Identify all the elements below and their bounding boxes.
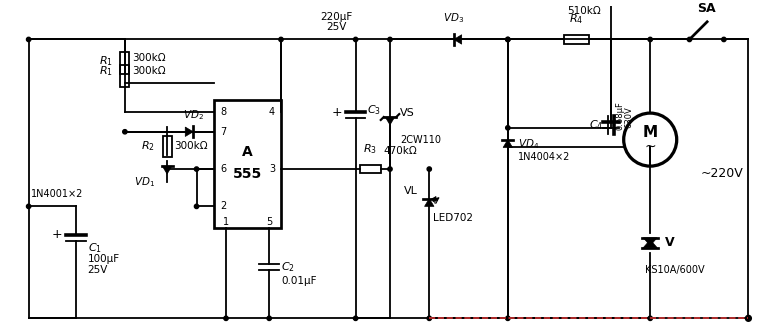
Circle shape	[388, 37, 392, 42]
Text: +: +	[51, 228, 62, 241]
Text: 100μF: 100μF	[87, 254, 120, 264]
Text: VL: VL	[404, 186, 418, 196]
Text: SA: SA	[697, 2, 716, 15]
Text: 1N4004×2: 1N4004×2	[517, 152, 570, 162]
Circle shape	[687, 37, 692, 42]
Text: M: M	[643, 125, 657, 140]
Circle shape	[506, 37, 510, 42]
Text: 300kΩ: 300kΩ	[174, 141, 207, 152]
Circle shape	[746, 316, 751, 321]
Text: $R_1$: $R_1$	[99, 64, 113, 78]
Bar	[360, 165, 381, 173]
Text: 7: 7	[220, 127, 227, 137]
Circle shape	[26, 37, 31, 42]
Text: 300kΩ: 300kΩ	[132, 66, 165, 76]
Text: $R_2$: $R_2$	[142, 139, 155, 154]
Circle shape	[195, 167, 199, 171]
Text: $VD_4$: $VD_4$	[517, 138, 539, 152]
Polygon shape	[425, 199, 434, 206]
Circle shape	[26, 204, 31, 209]
Circle shape	[224, 316, 228, 321]
Text: +: +	[331, 106, 342, 119]
Text: 510kΩ: 510kΩ	[567, 6, 601, 16]
Bar	[121, 52, 129, 74]
Text: $C_2$: $C_2$	[281, 260, 295, 274]
Circle shape	[123, 130, 127, 134]
Text: ~220V: ~220V	[701, 167, 743, 180]
Text: ~: ~	[644, 139, 656, 154]
Text: $VD_3$: $VD_3$	[443, 11, 464, 25]
Circle shape	[506, 316, 510, 321]
Text: 6: 6	[220, 164, 226, 174]
Polygon shape	[503, 140, 513, 148]
Text: 1N4001×2: 1N4001×2	[30, 188, 83, 199]
Text: 300kΩ: 300kΩ	[132, 53, 165, 63]
Text: 0.68μF: 0.68μF	[616, 100, 625, 129]
Bar	[121, 65, 129, 87]
Text: $C_3$: $C_3$	[368, 103, 382, 117]
Bar	[564, 35, 590, 44]
Circle shape	[427, 316, 432, 321]
Text: $VD_2$: $VD_2$	[182, 108, 203, 122]
Text: 3: 3	[269, 164, 275, 174]
Text: $VD_1$: $VD_1$	[134, 175, 155, 189]
Polygon shape	[643, 238, 657, 246]
Text: 2: 2	[220, 201, 227, 211]
Text: 220μF: 220μF	[320, 12, 352, 22]
Circle shape	[388, 167, 392, 171]
Text: 25V: 25V	[326, 22, 346, 32]
Polygon shape	[643, 240, 657, 248]
Circle shape	[506, 126, 510, 130]
Text: 470kΩ: 470kΩ	[383, 146, 417, 156]
Text: 555: 555	[233, 167, 263, 181]
Text: $R_3$: $R_3$	[363, 142, 377, 156]
Polygon shape	[185, 127, 193, 136]
Text: 8: 8	[220, 107, 226, 117]
Text: KS10A/600V: KS10A/600V	[645, 265, 705, 275]
Circle shape	[195, 204, 199, 209]
Text: 630V: 630V	[625, 106, 633, 128]
Text: V: V	[665, 236, 675, 249]
Polygon shape	[162, 166, 172, 174]
Text: A: A	[242, 145, 253, 159]
Text: 1: 1	[223, 217, 229, 227]
Bar	[214, 100, 281, 228]
Bar	[163, 136, 171, 157]
Text: VS: VS	[400, 108, 414, 118]
Circle shape	[648, 316, 652, 321]
Text: $C_1$: $C_1$	[87, 241, 101, 255]
Circle shape	[354, 37, 358, 42]
Text: 0.01μF: 0.01μF	[281, 276, 316, 286]
Circle shape	[354, 316, 358, 321]
Polygon shape	[454, 35, 462, 44]
Text: 5: 5	[266, 217, 273, 227]
Text: 2CW110: 2CW110	[400, 135, 441, 144]
Polygon shape	[386, 117, 395, 125]
Text: $R_1$: $R_1$	[99, 54, 113, 68]
Circle shape	[427, 167, 432, 171]
Text: LED702: LED702	[433, 213, 473, 223]
Circle shape	[648, 37, 652, 42]
Text: $R_4$: $R_4$	[569, 12, 583, 26]
Text: $C_4$: $C_4$	[589, 118, 603, 132]
Circle shape	[279, 37, 283, 42]
Circle shape	[721, 37, 726, 42]
Text: 4: 4	[269, 107, 275, 117]
Circle shape	[267, 316, 271, 321]
Circle shape	[506, 37, 510, 42]
Text: 25V: 25V	[87, 265, 108, 275]
